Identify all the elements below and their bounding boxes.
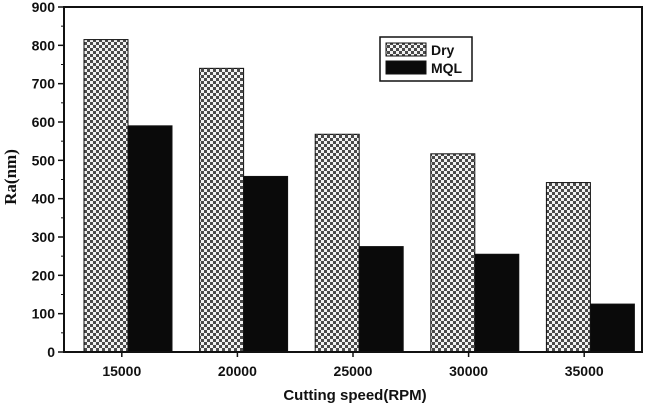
legend-swatch-mql [385, 60, 427, 75]
legend-label-mql: MQL [431, 60, 463, 76]
y-tick-label: 500 [32, 152, 56, 168]
x-tick-label: 20000 [218, 363, 257, 379]
plot-area: 15000 20000 25000 30000 35000 0 100 200 300 400 50… [32, 0, 643, 379]
legend-swatch-dry [385, 42, 427, 57]
legend-label-dry: Dry [431, 42, 455, 58]
bar-mql-15000 [127, 125, 173, 353]
bar-mql-20000 [243, 175, 289, 353]
y-tick-label: 600 [32, 114, 56, 130]
x-tick-label: 25000 [334, 363, 373, 379]
bar-mql-35000 [589, 303, 635, 353]
y-tick-label: 800 [32, 37, 56, 53]
plot-frame [63, 6, 643, 353]
x-tick-label: 35000 [565, 363, 604, 379]
y-tick-label: 700 [32, 76, 56, 92]
legend: Dry MQL [379, 36, 473, 82]
bar-mql-25000 [358, 246, 404, 353]
y-tick-label: 400 [32, 191, 56, 207]
y-tick-label: 0 [47, 344, 55, 360]
y-tick-label: 300 [32, 229, 56, 245]
bar-dry-35000 [545, 182, 591, 353]
y-tick-label: 200 [32, 267, 56, 283]
x-axis-title: Cutting speed(RPM) [283, 387, 426, 404]
bar-dry-15000 [83, 39, 129, 353]
bar-dry-25000 [314, 133, 360, 353]
y-axis-title: Ra(nm) [1, 149, 20, 205]
y-tick-label: 100 [32, 306, 56, 322]
y-tick-label: 900 [32, 0, 56, 15]
x-tick-label: 30000 [449, 363, 488, 379]
bar-mql-30000 [474, 253, 520, 353]
x-tick-label: 15000 [102, 363, 141, 379]
bar-dry-30000 [430, 153, 476, 353]
bar-dry-20000 [199, 67, 245, 353]
